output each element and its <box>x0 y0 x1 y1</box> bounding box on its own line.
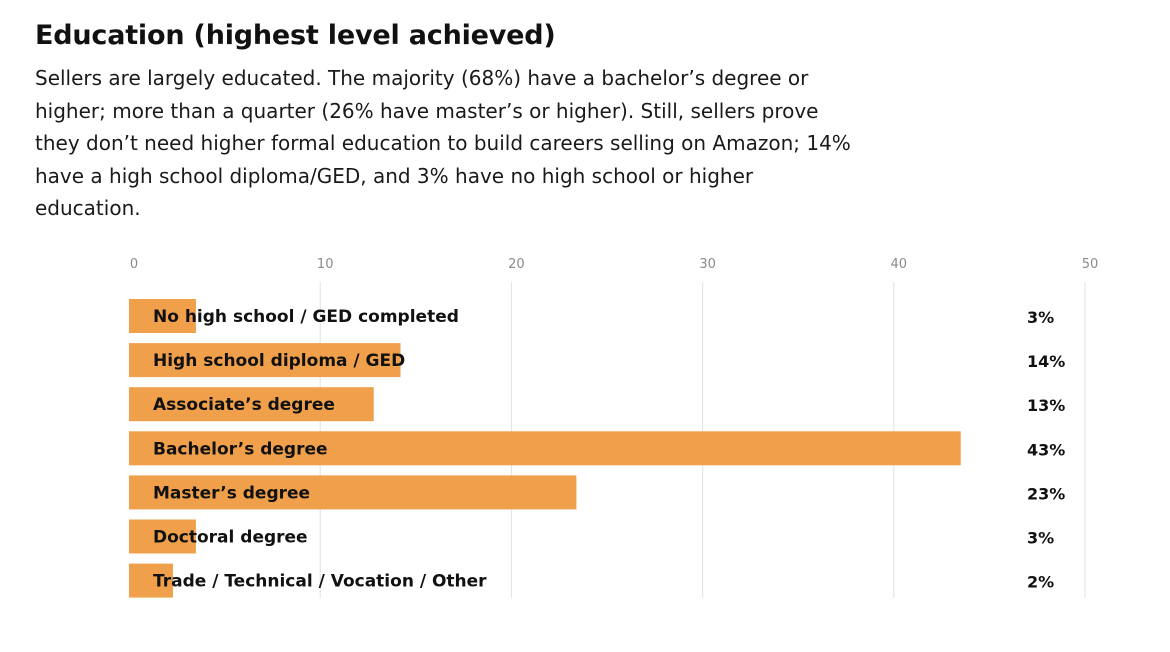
category-label: Trade / Technical / Vocation / Other <box>153 572 487 592</box>
x-axis-ticks: 0 10 20 30 40 50 <box>130 257 1098 272</box>
chart-description: Sellers are largely educated. The majori… <box>35 66 851 220</box>
category-label: Master’s degree <box>153 483 310 503</box>
x-tick-label: 50 <box>1082 257 1099 272</box>
value-label: 23% <box>1027 484 1065 503</box>
x-tick-label: 10 <box>317 257 334 272</box>
value-label: 2% <box>1027 573 1054 592</box>
x-tick-label: 20 <box>508 257 525 272</box>
category-label: High school diploma / GED <box>153 351 405 371</box>
value-label: 3% <box>1027 529 1054 548</box>
category-label: Doctoral degree <box>153 528 308 548</box>
bar <box>129 387 374 422</box>
chart-title: Education (highest level achieved) <box>35 20 556 51</box>
x-tick-label: 30 <box>699 257 716 272</box>
x-tick-label: 40 <box>891 257 908 272</box>
bar <box>129 475 577 510</box>
category-label: Bachelor’s degree <box>153 439 328 459</box>
bar <box>129 299 196 333</box>
bar <box>129 563 173 598</box>
bars <box>129 299 961 598</box>
value-label: 43% <box>1027 440 1065 459</box>
bar <box>129 343 401 378</box>
value-label: 13% <box>1027 396 1065 415</box>
category-labels: No high school / GED completed High schoo… <box>153 307 487 592</box>
x-tick-label: 0 <box>130 257 138 272</box>
value-label: 14% <box>1027 352 1065 371</box>
category-label: Associate’s degree <box>153 395 335 415</box>
bar <box>129 519 196 554</box>
value-labels: 3% 14% 13% 43% 23% 3% 2% <box>1027 308 1065 592</box>
category-label: No high school / GED completed <box>153 307 459 327</box>
value-label: 3% <box>1027 308 1054 327</box>
bar <box>129 431 961 466</box>
